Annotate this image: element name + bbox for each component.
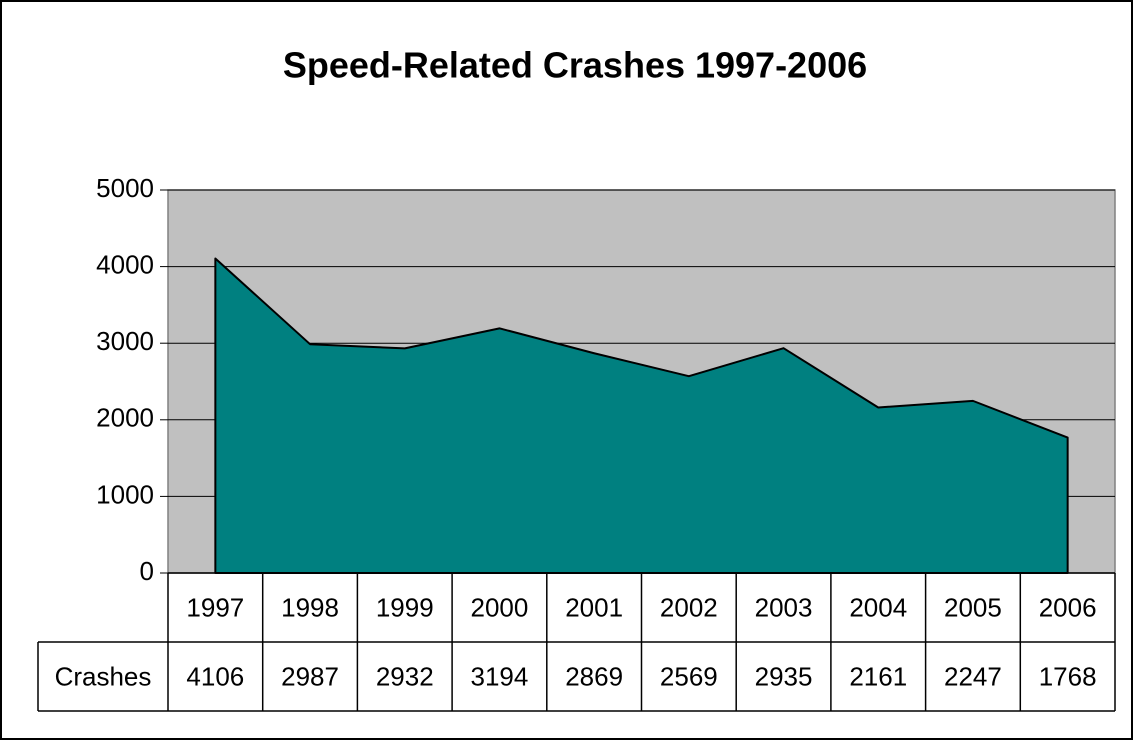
x-tick-label: 2005 — [944, 592, 1002, 622]
x-tick-label: 2006 — [1039, 592, 1097, 622]
x-tick-label: 2002 — [660, 592, 718, 622]
table-value: 1768 — [1039, 661, 1097, 691]
y-tick-label: 3000 — [96, 326, 154, 356]
table-value: 2932 — [376, 661, 434, 691]
x-tick-label: 2003 — [755, 592, 813, 622]
x-tick-label: 1998 — [281, 592, 339, 622]
x-tick-label: 2000 — [471, 592, 529, 622]
table-value: 2869 — [565, 661, 623, 691]
y-tick-label: 4000 — [96, 249, 154, 279]
table-value: 2569 — [660, 661, 718, 691]
y-tick-label: 1000 — [96, 479, 154, 509]
table-value: 3194 — [471, 661, 529, 691]
y-tick-label: 5000 — [96, 173, 154, 203]
legend-label: Crashes — [55, 661, 152, 691]
y-tick-label: 0 — [140, 556, 154, 586]
table-value: 2935 — [755, 661, 813, 691]
table-value: 2247 — [944, 661, 1002, 691]
table-value: 2987 — [281, 661, 339, 691]
table-value: 4106 — [186, 661, 244, 691]
x-tick-label: 1997 — [186, 592, 244, 622]
area — [214, 257, 1069, 574]
x-tick-label: 2001 — [565, 592, 623, 622]
x-tick-label: 1999 — [376, 592, 434, 622]
table-value: 2161 — [849, 661, 907, 691]
chart-title: Speed-Related Crashes 1997-2006 — [283, 45, 867, 86]
y-tick-label: 2000 — [96, 403, 154, 433]
x-tick-label: 2004 — [849, 592, 907, 622]
